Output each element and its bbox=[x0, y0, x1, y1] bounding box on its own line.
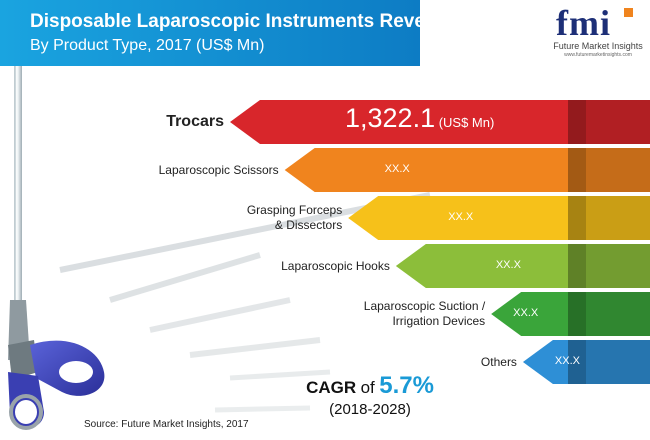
category-label-line: Grasping Forceps bbox=[246, 203, 343, 217]
chart-subtitle: By Product Type, 2017 (US$ Mn) bbox=[30, 37, 265, 54]
value-label-1: 1,322.1 (US$ Mn) bbox=[345, 103, 494, 134]
fmi-logo-mark bbox=[624, 8, 633, 17]
logo-url: www.futuremarketinsights.com bbox=[564, 52, 632, 58]
bar-edge-6 bbox=[568, 340, 586, 384]
value-label-5: XX.X bbox=[513, 307, 539, 319]
title-block: Disposable Laparoscopic Instruments Reve… bbox=[0, 0, 459, 66]
bar-2 bbox=[284, 148, 650, 192]
category-label-line: Others bbox=[480, 354, 517, 369]
cagr-of: of bbox=[360, 378, 375, 397]
category-label-line: Laparoscopic Hooks bbox=[281, 258, 390, 273]
bar-edge-1 bbox=[568, 100, 586, 144]
bar-edge-3 bbox=[568, 196, 586, 240]
category-label-line: Trocars bbox=[166, 113, 224, 130]
bar-edge-4 bbox=[568, 244, 586, 288]
cagr-value: 5.7% bbox=[379, 372, 434, 399]
value-label-6: XX.X bbox=[554, 355, 580, 367]
category-label-6: Others bbox=[481, 355, 517, 370]
category-label-3: Grasping Forceps & Dissectors bbox=[247, 203, 342, 233]
cagr-period: (2018-2028) bbox=[329, 401, 411, 418]
category-label-line: Irrigation Devices bbox=[392, 314, 486, 328]
category-label-2: Laparoscopic Scissors bbox=[159, 163, 279, 178]
value-label-4: XX.X bbox=[495, 259, 521, 271]
category-label-line: Laparoscopic Suction / bbox=[363, 299, 486, 313]
value-unit: (US$ Mn) bbox=[435, 115, 495, 130]
value-label-3: XX.X bbox=[448, 211, 474, 223]
category-label-line: Laparoscopic Scissors bbox=[158, 162, 279, 177]
bars-layer bbox=[230, 100, 650, 384]
instrument-illustration bbox=[8, 12, 105, 430]
cagr-callout: CAGR of 5.7% bbox=[300, 372, 440, 400]
chart-title: Disposable Laparoscopic Instruments Reve… bbox=[30, 11, 459, 32]
source-note: Source: Future Market Insights, 2017 bbox=[84, 419, 249, 430]
logo-text: fmi bbox=[556, 3, 611, 43]
category-label-line: & Dissectors bbox=[274, 218, 343, 232]
bar-1 bbox=[230, 100, 650, 144]
bar-edge-5 bbox=[568, 292, 586, 336]
title-band bbox=[0, 0, 420, 66]
bar-edge-2 bbox=[568, 148, 586, 192]
category-label-5: Laparoscopic Suction / Irrigation Devices bbox=[364, 299, 485, 329]
logo-tagline: Future Market Insights bbox=[553, 41, 643, 51]
category-label-4: Laparoscopic Hooks bbox=[281, 259, 390, 274]
cagr-label: CAGR bbox=[306, 378, 357, 397]
value-label-2: XX.X bbox=[384, 163, 410, 175]
category-label-1: Trocars bbox=[166, 112, 224, 132]
value-number: 1,322.1 bbox=[345, 103, 436, 133]
fmi-logo: fmi bbox=[552, 3, 644, 62]
